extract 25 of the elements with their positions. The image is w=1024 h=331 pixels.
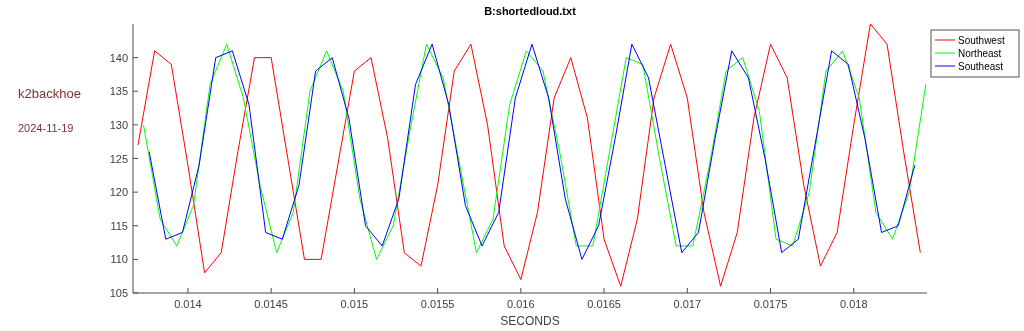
- chart-title: B:shortedloud.txt: [484, 5, 577, 17]
- x-tick-label: 0.0165: [587, 298, 621, 310]
- x-tick-label: 0.016: [507, 298, 535, 310]
- y-tick-label: 125: [109, 152, 128, 165]
- legend-label: Northeast: [958, 48, 1002, 59]
- x-tick-label: 0.017: [673, 298, 702, 310]
- x-tick-label: 0.014: [174, 298, 202, 310]
- y-tick-label: 115: [110, 219, 128, 232]
- text: 2024-11-19: [18, 122, 74, 134]
- x-tick-label: 0.0175: [753, 298, 788, 310]
- line-series: [137, 23, 921, 287]
- x-tick-label: 0.018: [839, 298, 868, 310]
- y-tick-label: 110: [110, 253, 128, 266]
- x-tick-label: 0.0145: [254, 298, 288, 310]
- y-tick-label: 135: [109, 85, 128, 98]
- text: k2backhoe: [18, 86, 81, 101]
- y-tick-label: 105: [109, 287, 128, 299]
- y-tick-label: 120: [109, 186, 128, 199]
- x-tick-label: 0.0155: [420, 298, 455, 310]
- x-axis-title: SECONDS: [500, 314, 560, 328]
- legend-label: Southeast: [958, 61, 1004, 72]
- y-tick-label: 130: [109, 118, 128, 131]
- legend-label: Southwest: [958, 35, 1005, 46]
- x-tick-label: 0.015: [340, 298, 369, 310]
- y-tick-label: 140: [109, 51, 128, 64]
